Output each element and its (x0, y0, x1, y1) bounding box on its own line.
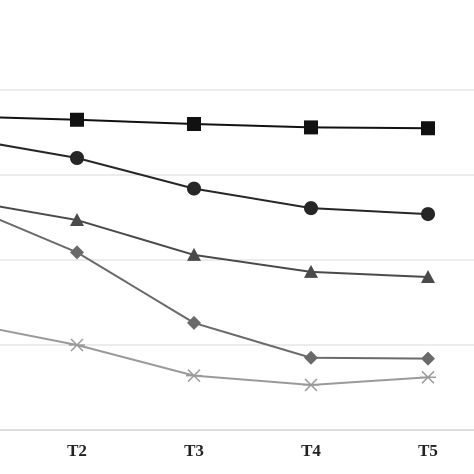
marker (421, 121, 435, 136)
marker (303, 378, 319, 392)
marker (187, 117, 201, 131)
marker (70, 245, 84, 260)
x-tick-label: T5 (418, 441, 438, 460)
marker (70, 213, 84, 227)
marker (70, 151, 84, 165)
series-line (0, 143, 429, 216)
marker (421, 207, 435, 222)
series-line (0, 328, 429, 386)
marker (186, 369, 202, 383)
marker (187, 181, 201, 196)
series-line (0, 218, 429, 360)
marker (304, 120, 318, 135)
marker (70, 112, 84, 127)
marker (420, 370, 436, 384)
marker (421, 270, 435, 283)
marker (304, 350, 318, 365)
x-tick-label: T4 (301, 441, 321, 460)
marker (187, 315, 201, 330)
marker (69, 338, 85, 352)
series-line (0, 116, 429, 130)
marker (304, 264, 318, 278)
marker (421, 351, 435, 366)
x-tick-label: T3 (184, 441, 204, 460)
marker (187, 247, 201, 261)
x-tick-label: T2 (67, 441, 87, 460)
marker (304, 201, 318, 216)
